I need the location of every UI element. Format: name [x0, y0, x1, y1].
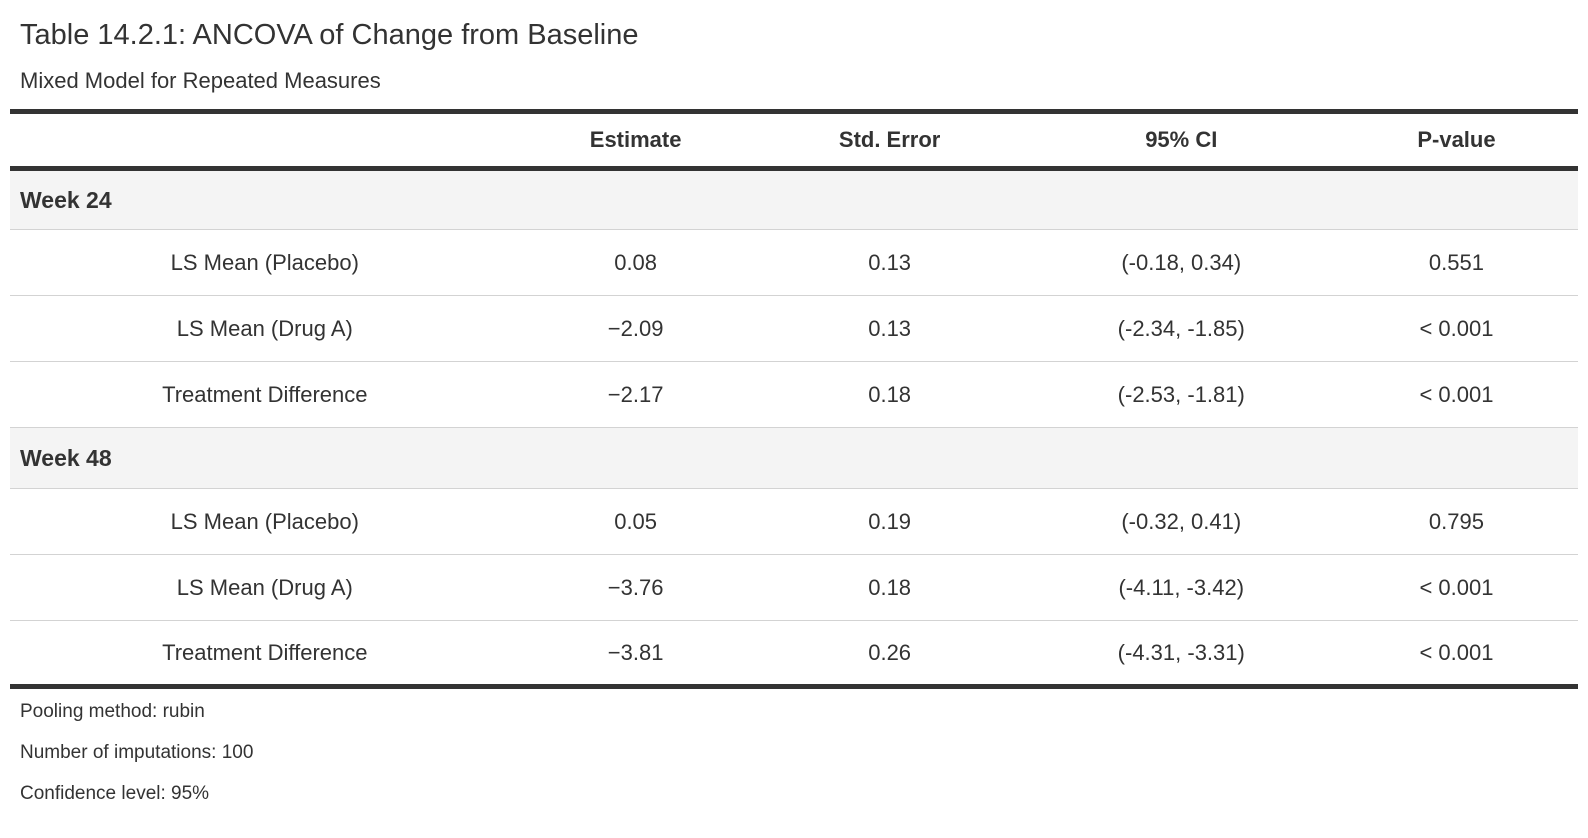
table-body: Week 24 LS Mean (Placebo) 0.08 0.13 (-0.…: [10, 168, 1578, 687]
ancova-results-table: Estimate Std. Error 95% CI P-value Week …: [10, 109, 1578, 689]
column-header-p-value: P-value: [1334, 111, 1578, 171]
table-row: LS Mean (Placebo) 0.08 0.13 (-0.18, 0.34…: [10, 229, 1578, 296]
cell-p-value: 0.795: [1334, 488, 1578, 555]
table-title: Table 14.2.1: ANCOVA of Change from Base…: [20, 19, 639, 51]
cell-std-error: 0.18: [751, 554, 1028, 621]
footnote-num-imputations: Number of imputations: 100: [20, 742, 254, 763]
column-header-stub: [10, 111, 520, 171]
group-row-week-24: Week 24: [10, 168, 1578, 230]
cell-ci: (-4.31, -3.31): [1117, 639, 1245, 665]
column-header-std-error: Std. Error: [751, 111, 1028, 171]
cell-estimate: 0.05: [519, 488, 752, 555]
row-label: Treatment Difference: [10, 361, 520, 428]
header-row: Estimate Std. Error 95% CI P-value: [10, 111, 1578, 171]
table-footnotes: Pooling method: rubin Number of imputati…: [10, 689, 1578, 805]
group-label: Week 48: [10, 427, 1578, 489]
cell-std-error: 0.13: [751, 229, 1028, 296]
cell-p-value: < 0.001: [1334, 361, 1578, 428]
cell-estimate: −3.81: [607, 639, 664, 665]
cell-ci: (-2.34, -1.85): [1027, 295, 1335, 362]
cell-estimate: −2.09: [519, 295, 752, 362]
row-label: LS Mean (Drug A): [10, 554, 520, 621]
table-heading: Table 14.2.1: ANCOVA of Change from Base…: [10, 0, 1578, 109]
cell-ci: (-4.11, -3.42): [1027, 554, 1335, 621]
column-header-ci: 95% CI: [1027, 111, 1335, 171]
cell-ci: (-2.53, -1.81): [1027, 361, 1335, 428]
cell-p-value: < 0.001: [1334, 554, 1578, 621]
column-header-estimate: Estimate: [519, 111, 752, 171]
cell-std-error: 0.18: [751, 361, 1028, 428]
group-row-week-48: Week 48: [10, 427, 1578, 489]
table-row: LS Mean (Drug A) −3.76 0.18 (-4.11, -3.4…: [10, 554, 1578, 621]
cell-std-error: 0.26: [868, 639, 912, 665]
row-label: LS Mean (Placebo): [10, 488, 520, 555]
table-row: Treatment Difference −2.17 0.18 (-2.53, …: [10, 361, 1578, 428]
table-row: Treatment Difference −3.81 0.26 (-4.31, …: [10, 621, 1578, 687]
row-label: LS Mean (Drug A): [10, 295, 520, 362]
cell-estimate: 0.08: [519, 229, 752, 296]
table-row: LS Mean (Placebo) 0.05 0.19 (-0.32, 0.41…: [10, 488, 1578, 555]
cell-p-value: < 0.001: [1334, 295, 1578, 362]
table-row: LS Mean (Drug A) −2.09 0.13 (-2.34, -1.8…: [10, 295, 1578, 362]
row-label: Treatment Difference: [162, 639, 368, 665]
cell-estimate: −2.17: [519, 361, 752, 428]
footnote-pooling-method: Pooling method: rubin: [20, 701, 205, 722]
cell-ci: (-0.32, 0.41): [1027, 488, 1335, 555]
table-subtitle: Mixed Model for Repeated Measures: [20, 68, 381, 93]
cell-std-error: 0.19: [751, 488, 1028, 555]
row-label: LS Mean (Placebo): [10, 229, 520, 296]
footnote-confidence-level: Confidence level: 95%: [20, 783, 210, 804]
group-label: Week 24: [10, 168, 1578, 230]
cell-estimate: −3.76: [519, 554, 752, 621]
cell-ci: (-0.18, 0.34): [1027, 229, 1335, 296]
table-header: Estimate Std. Error 95% CI P-value: [10, 111, 1578, 171]
cell-p-value: < 0.001: [1419, 639, 1494, 665]
cell-std-error: 0.13: [751, 295, 1028, 362]
cell-p-value: 0.551: [1334, 229, 1578, 296]
